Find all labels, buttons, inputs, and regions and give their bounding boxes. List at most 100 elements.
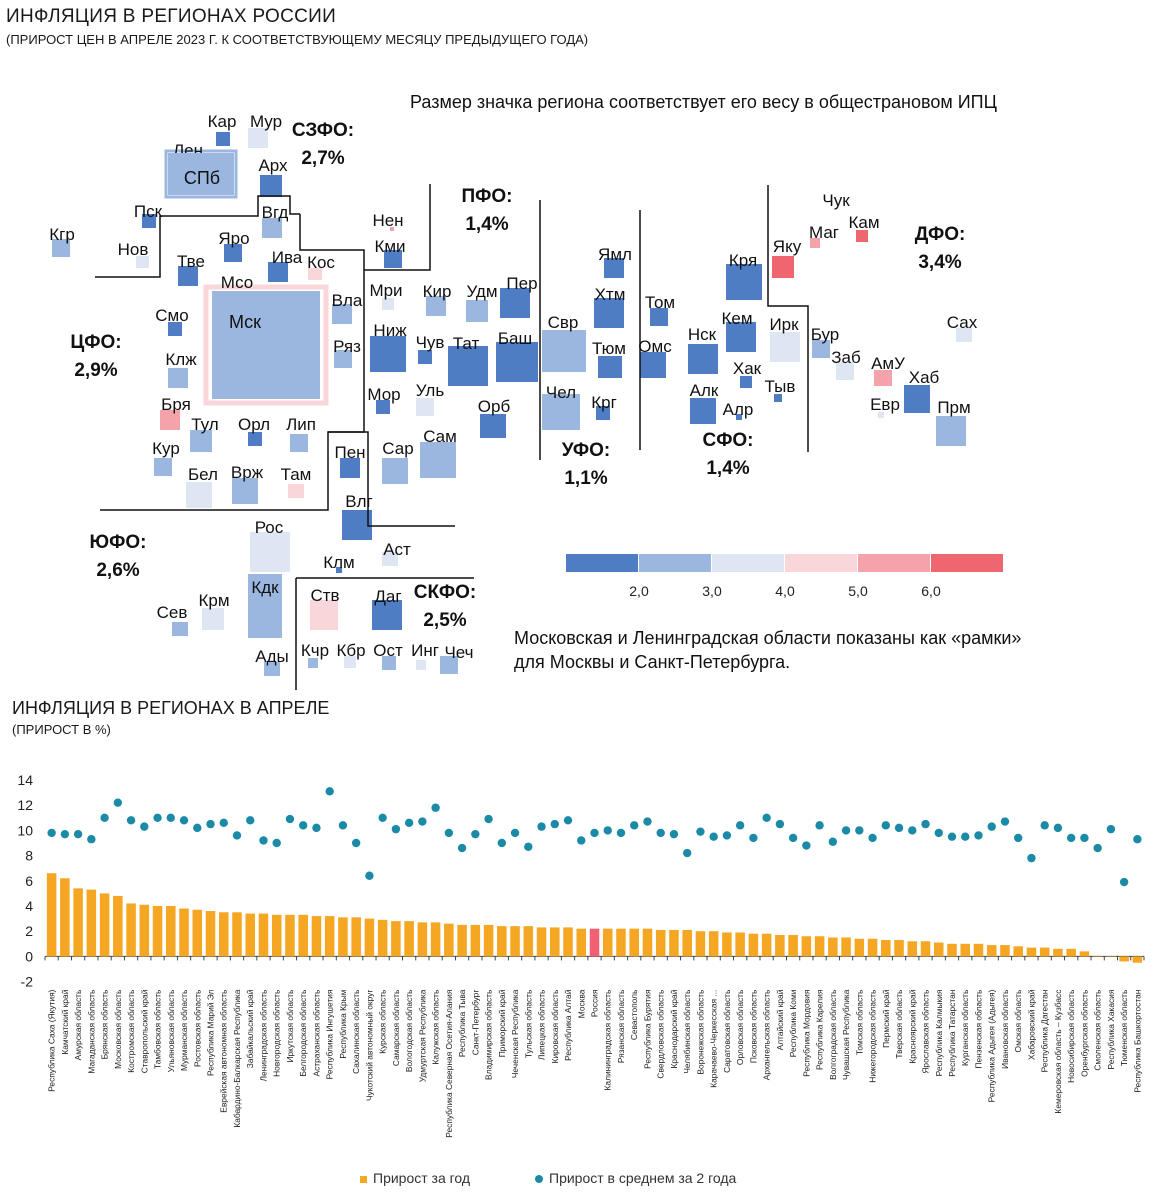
region-ива: Ива bbox=[268, 248, 303, 282]
dot-кемеровская-область-кузбасс bbox=[1053, 823, 1063, 833]
region-уль: Уль bbox=[416, 381, 444, 416]
region-tile-кдк bbox=[248, 574, 282, 638]
region-frame-mso bbox=[203, 284, 329, 406]
region-мор: Мор bbox=[367, 385, 401, 414]
dot-республика-крым bbox=[338, 821, 348, 830]
dot-ростовская-область bbox=[193, 823, 202, 833]
bar-волгоградская-область bbox=[828, 937, 838, 957]
region-tile-лип bbox=[290, 434, 308, 452]
region-label: Кбр bbox=[336, 641, 365, 660]
region-label: Кос bbox=[307, 253, 335, 272]
scale-swatch bbox=[858, 554, 930, 572]
legend-dot-swatch bbox=[535, 1175, 543, 1184]
scale-label: 6,0 bbox=[921, 583, 941, 599]
region-tile-омс bbox=[640, 352, 666, 378]
bar-воронежская-область bbox=[695, 931, 706, 957]
x-tick-label: Москва bbox=[576, 989, 586, 1018]
dot-амурская-область bbox=[73, 829, 83, 839]
district-value: 2,9% bbox=[74, 360, 117, 381]
x-tick-label: Пермский край bbox=[881, 989, 891, 1048]
region-tile-чел bbox=[542, 394, 580, 430]
bar-республика-тыва bbox=[457, 924, 467, 957]
region-tile-крг bbox=[596, 406, 610, 420]
region-label: Клм bbox=[323, 553, 355, 572]
bar-мурманская-область bbox=[179, 908, 189, 957]
region-tile-тат bbox=[448, 346, 488, 386]
region-label: Тве bbox=[177, 252, 205, 271]
region-label: Даг bbox=[374, 587, 401, 606]
region-label: Свр bbox=[548, 313, 579, 332]
district-name: УФО: bbox=[562, 440, 610, 461]
note-frames-1: Московская и Ленинградская области показ… bbox=[514, 628, 1021, 648]
bar-республика-башкортостан bbox=[1132, 956, 1143, 963]
region-тюм: Тюм bbox=[592, 339, 626, 378]
x-tick-label: Липецкая область bbox=[537, 989, 547, 1060]
region-чув: Чув bbox=[416, 333, 444, 364]
dot-карачаево-черкесская bbox=[709, 832, 718, 841]
dot-забайкальский-край bbox=[246, 816, 255, 825]
bar-нижегородская-область bbox=[867, 938, 878, 957]
region-label: Ниж bbox=[373, 321, 407, 340]
region-label: Хак bbox=[733, 359, 762, 378]
region-label: Баш bbox=[498, 329, 532, 348]
region-label: Врж bbox=[231, 463, 264, 482]
region-tile-мор bbox=[376, 400, 390, 414]
region-label: Сам bbox=[423, 427, 457, 446]
bar-смоленская-область bbox=[1092, 956, 1103, 957]
region-аст: Аст bbox=[382, 540, 411, 566]
dot-краснодарский-край bbox=[669, 829, 679, 839]
x-tick-label: Иркутская область bbox=[285, 989, 295, 1063]
region-tile-яку bbox=[772, 256, 794, 278]
dot-вологодская-область bbox=[404, 818, 414, 828]
region-удм: Удм bbox=[466, 282, 498, 322]
x-tick-label: Республика Адыгея (Адыгея) bbox=[987, 989, 997, 1102]
dot-республика-марий-эл bbox=[206, 819, 215, 829]
x-tick-label: Рязанская область bbox=[616, 989, 626, 1063]
bar-пензенская-область bbox=[973, 943, 984, 957]
district-name: СЗФО: bbox=[292, 120, 354, 141]
region-маг: Маг bbox=[809, 223, 839, 248]
region-яро: Яро bbox=[218, 229, 250, 262]
region-tile-кгр bbox=[52, 239, 70, 257]
district-скфо: СКФО: 2,5% bbox=[414, 582, 476, 631]
region-кря: Кря bbox=[726, 251, 762, 300]
region-label: Мск bbox=[229, 312, 261, 332]
region-tile-рос bbox=[250, 532, 290, 572]
dot-тульская-область bbox=[524, 842, 533, 851]
bar-краснодарский-край bbox=[669, 929, 679, 957]
dot-республика-тыва bbox=[457, 843, 467, 853]
dot-красноярский-край bbox=[908, 826, 917, 835]
region-рос: Рос bbox=[250, 518, 290, 572]
x-tick-label: Самарская область bbox=[391, 989, 401, 1066]
dot-тамбовская-область bbox=[153, 813, 162, 822]
district-сфо: СФО: 1,4% bbox=[702, 430, 753, 479]
region-label: Пер bbox=[506, 274, 537, 293]
x-tick-label: Воронежская область bbox=[695, 989, 705, 1075]
x-tick-label: Курская область bbox=[378, 989, 388, 1054]
dot-костромская-область bbox=[126, 816, 136, 825]
region-ниж: Ниж bbox=[370, 321, 407, 372]
region-label: Рос bbox=[255, 518, 284, 537]
bar-республика-ингушетия bbox=[324, 916, 335, 957]
dot-нижегородская-область bbox=[868, 833, 877, 843]
region-tile-орл bbox=[248, 432, 262, 446]
region-label: Кам bbox=[848, 213, 879, 232]
bar-владимирская-область bbox=[483, 924, 494, 957]
district-boundary bbox=[95, 195, 300, 278]
region-tile-уль bbox=[416, 398, 434, 416]
y-tick-label: 10 bbox=[17, 822, 33, 838]
region-label: Клж bbox=[165, 350, 197, 369]
x-tick-label: Тверская область bbox=[894, 989, 904, 1059]
region-кчр: Кчр bbox=[301, 641, 329, 668]
region-tile-сев bbox=[172, 622, 188, 636]
region-tile-нен bbox=[390, 227, 394, 231]
x-tick-label: Тамбовская область bbox=[153, 989, 163, 1069]
bar-москва bbox=[576, 928, 587, 957]
region-tile-кир bbox=[426, 296, 446, 316]
district-уфо: УФО: 1,1% bbox=[562, 440, 610, 489]
x-tick-label: Россия bbox=[590, 990, 600, 1017]
region-клм: Клм bbox=[323, 553, 355, 573]
x-tick-label: Новосибирская область bbox=[1066, 989, 1076, 1083]
dot-белгородская-область bbox=[298, 821, 308, 830]
x-tick-label: Алтайский край bbox=[775, 989, 785, 1050]
